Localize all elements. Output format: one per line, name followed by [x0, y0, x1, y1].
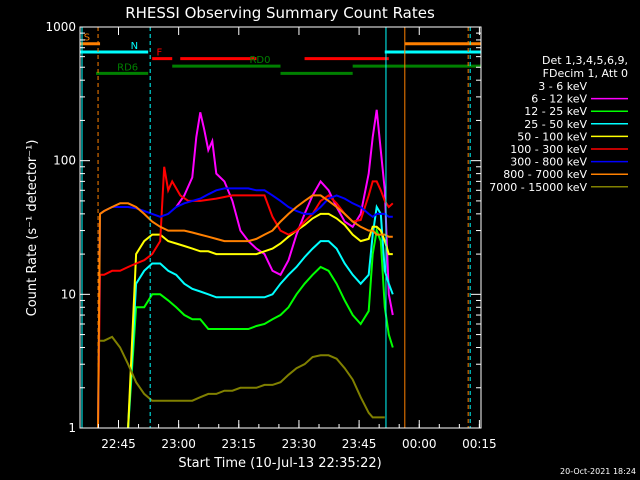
series-layer	[97, 109, 394, 429]
series-line-4	[127, 212, 393, 429]
legend-header-1: FDecim 1, Att 0	[543, 67, 628, 80]
vertical-markers-layer	[81, 27, 471, 428]
series-line-3	[127, 204, 394, 429]
y-tick-label-0: 1	[68, 421, 76, 435]
date-stamp: 20-Oct-2021 18:24	[560, 467, 636, 476]
plot-frame	[79, 26, 482, 429]
x-tick-label-4: 23:45	[342, 437, 377, 451]
axes-layer: 22:45 23:00 23:15 23:30 23:45 00:00 00:15 1 10 10…	[45, 20, 496, 451]
series-line-7	[97, 194, 393, 429]
series-line-2	[127, 226, 394, 429]
y-tick-label-2: 100	[53, 154, 76, 168]
state-bar-label-rd6: RD6	[117, 62, 138, 73]
legend-label-7: 800 - 7000 keV	[503, 168, 587, 181]
state-bar-label-n: N	[131, 41, 138, 52]
state-bar-label-f: F	[156, 48, 162, 59]
legend-label-3: 25 - 50 keV	[524, 118, 587, 131]
series-line-6	[97, 187, 393, 429]
legend: Det 1,3,4,5,6,9,FDecim 1, Att 03 - 6 keV…	[489, 54, 628, 194]
series-line-5	[97, 166, 394, 429]
legend-header-0: Det 1,3,4,5,6,9,	[542, 54, 628, 67]
x-tick-label-5: 00:00	[402, 437, 437, 451]
series-line-8	[100, 335, 385, 419]
legend-label-0: 3 - 6 keV	[538, 80, 587, 93]
x-tick-label-2: 23:15	[221, 437, 256, 451]
legend-label-8: 7000 - 15000 keV	[489, 181, 587, 194]
x-tick-label-3: 23:30	[282, 437, 317, 451]
x-tick-label-0: 22:45	[101, 437, 136, 451]
y-tick-label-3: 1000	[45, 20, 76, 34]
state-bar-label-rd0: RD0	[249, 55, 270, 66]
series-line-1	[175, 109, 394, 316]
x-axis-label: Start Time (10-Jul-13 22:35:22)	[178, 456, 381, 471]
x-tick-label-6: 00:15	[462, 437, 497, 451]
chart-title: RHESSI Observing Summary Count Rates	[125, 4, 435, 22]
legend-label-4: 50 - 100 keV	[517, 130, 587, 143]
y-axis-label: Count Rate (s⁻¹ detector⁻¹)	[25, 140, 40, 317]
y-tick-label-1: 10	[61, 287, 76, 301]
state-bar-label-s: S	[84, 33, 90, 44]
legend-label-1: 6 - 12 keV	[531, 93, 587, 106]
legend-label-5: 100 - 300 keV	[510, 143, 587, 156]
legend-label-2: 12 - 25 keV	[524, 105, 587, 118]
legend-label-6: 300 - 800 keV	[510, 156, 587, 169]
x-tick-label-1: 23:00	[161, 437, 196, 451]
